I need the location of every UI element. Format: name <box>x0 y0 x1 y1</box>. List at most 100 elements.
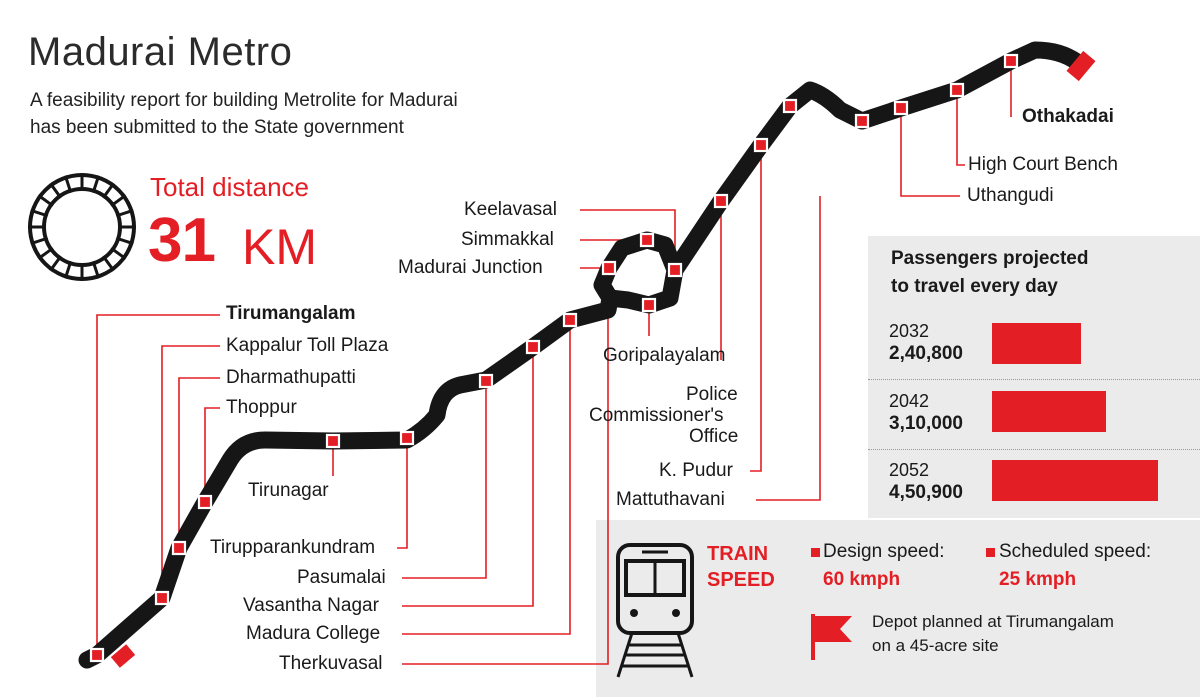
station-label-othakadai: Othakadai <box>1022 106 1114 127</box>
track-sleeper <box>115 236 134 246</box>
track-sleeper <box>30 208 49 218</box>
station-label-uthangudi: Uthangudi <box>967 185 1054 206</box>
page-title: Madurai Metro <box>28 30 293 74</box>
passengers-divider-2 <box>868 449 1200 450</box>
circular-track-icon <box>28 173 136 281</box>
track-sleeper <box>110 194 127 208</box>
station-marker-vasantha <box>525 339 541 355</box>
station-label-tirunagar: Tirunagar <box>248 480 329 501</box>
station-label-therkuvasal: Therkuvasal <box>279 653 383 674</box>
track-sleeper <box>37 246 54 260</box>
leader-highcourt <box>956 90 965 166</box>
station-label-mattuthavani: Mattuthavani <box>616 489 725 510</box>
station-marker-uthangudi <box>854 113 870 129</box>
station-marker-kpudur <box>753 137 769 153</box>
track-end-cap-start <box>110 644 136 668</box>
train-speed-label-1: TRAIN <box>707 543 769 565</box>
station-marker-pasumalai <box>478 373 494 389</box>
subtitle-line-2: has been submitted to the State governme… <box>30 117 404 138</box>
station-marker-tirumangalam <box>89 647 105 663</box>
total-distance-unit: KM <box>242 219 317 275</box>
station-marker-kappalur <box>154 590 170 606</box>
passengers-value-2032: 2,40,800 <box>889 343 963 364</box>
station-label-junction: Madurai Junction <box>398 257 543 278</box>
track-sleeper <box>110 246 127 260</box>
leader-kpudur <box>750 145 762 472</box>
passengers-year-2052: 2052 <box>889 460 930 480</box>
passengers-divider-1 <box>868 379 1200 380</box>
leader-vasantha <box>402 347 534 607</box>
depot-flag-icon <box>811 614 852 660</box>
passengers-bar-2052 <box>992 460 1158 501</box>
station-marker-mattuthavani <box>782 98 798 114</box>
station-label-police-2: Commissioner's <box>589 405 724 426</box>
station-marker-highcourt <box>893 100 909 116</box>
train-speed-label-2: SPEED <box>707 569 775 591</box>
station-label-madura: Madura College <box>246 623 381 644</box>
station-marker-othakadai <box>1003 53 1019 69</box>
total-distance-value: 31 <box>148 206 216 275</box>
subtitle-line-1: A feasibility report for building Metrol… <box>30 90 458 111</box>
track-sleeper <box>101 182 115 199</box>
passengers-year-2042: 2042 <box>889 391 930 411</box>
station-label-tirupparankundram: Tirupparankundram <box>210 537 376 558</box>
speed-panel <box>596 520 1200 697</box>
station-label-kappalur: Kappalur Toll Plaza <box>226 335 389 356</box>
station-label-kpudur: K. Pudur <box>659 460 733 481</box>
track-end-cap-end <box>1066 50 1096 82</box>
passengers-value-2042: 3,10,000 <box>889 413 963 434</box>
station-marker-thoppur <box>197 494 213 510</box>
leader-mattuthavani <box>756 196 821 501</box>
leader-uthangudi <box>900 108 960 197</box>
passengers-value-2052: 4,50,900 <box>889 482 963 503</box>
leader-pasumalai <box>402 381 487 579</box>
leader-tirupparankundram <box>397 438 408 549</box>
passengers-title-line-1: Passengers projected <box>891 248 1089 269</box>
station-marker-simmakkal <box>639 232 655 248</box>
scheduled-speed-label: Scheduled speed: <box>999 541 1152 562</box>
leader-thoppur <box>204 407 220 502</box>
track-sleeper <box>91 260 101 279</box>
track-sleeper <box>49 182 63 199</box>
passengers-title-line-2: to travel every day <box>891 276 1058 297</box>
leader-tirumangalam <box>96 314 220 655</box>
track-sleeper <box>37 194 54 208</box>
track-sleeper <box>30 236 49 246</box>
station-label-police-3: Office <box>689 426 739 447</box>
passengers-bar-2032 <box>992 323 1081 364</box>
station-marker-keelavasal <box>667 262 683 278</box>
scheduled-speed-bullet <box>986 548 995 557</box>
total-distance-label: Total distance <box>150 172 309 202</box>
station-label-dharmathupatti: Dharmathupatti <box>226 367 356 388</box>
track-sleeper <box>115 208 134 218</box>
station-label-police-1: Police <box>686 384 738 405</box>
metro-track <box>78 41 1086 669</box>
design-speed-bullet <box>811 548 820 557</box>
depot-line-2: on a 45-acre site <box>872 636 999 655</box>
station-marker-madura <box>562 312 578 328</box>
station-marker-dharmathupatti <box>171 540 187 556</box>
station-marker-junction <box>601 260 617 276</box>
station-label-goripalayam: Goripalayalam <box>603 345 726 366</box>
station-marker-tirunagar <box>325 433 341 449</box>
station-label-thoppur: Thoppur <box>226 397 297 418</box>
station-label-simmakkal: Simmakkal <box>461 229 554 250</box>
design-speed-label: Design speed: <box>823 541 945 562</box>
station-marker-goripalayam <box>641 297 657 313</box>
track-sleeper <box>63 260 73 279</box>
depot-line-1: Depot planned at Tirumangalam <box>872 612 1114 631</box>
station-marker-highcourt-2 <box>949 82 965 98</box>
station-label-highcourt: High Court Bench <box>968 154 1118 175</box>
station-label-pasumalai: Pasumalai <box>297 567 386 588</box>
station-label-vasantha: Vasantha Nagar <box>243 595 379 616</box>
passengers-year-2032: 2032 <box>889 321 930 341</box>
station-label-keelavasal: Keelavasal <box>464 199 557 220</box>
leader-therkuvasal <box>402 271 609 665</box>
station-marker-tirupparankundram <box>399 430 415 446</box>
leader-kappalur <box>161 345 220 598</box>
station-marker-police <box>713 193 729 209</box>
leader-dharmathupatti <box>178 377 220 548</box>
track-sleeper <box>63 175 73 194</box>
